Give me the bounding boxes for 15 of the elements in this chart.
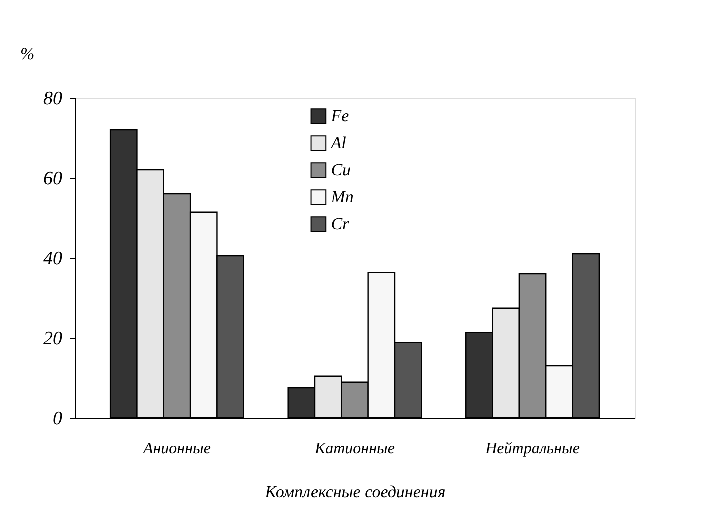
y-tick-label: 40: [44, 248, 63, 270]
x-axis-title: Комплексные соединения: [264, 482, 446, 502]
legend-label: Mn: [330, 188, 354, 206]
legend-label: Al: [330, 134, 347, 152]
y-axis-title: %: [20, 44, 35, 64]
legend-label: Cu: [331, 160, 352, 180]
x-tick-label: Катионные: [314, 440, 395, 458]
x-tick-label: Анионные: [142, 440, 211, 458]
legend-label: Fe: [330, 106, 350, 126]
y-tick-label: 0: [53, 408, 63, 430]
x-tick-label: Нейтральные: [484, 440, 580, 458]
y-tick-label: 60: [44, 168, 63, 190]
y-tick-label: 20: [44, 328, 63, 350]
legend-label: Cr: [331, 214, 350, 234]
y-tick-label: 80: [44, 88, 63, 110]
